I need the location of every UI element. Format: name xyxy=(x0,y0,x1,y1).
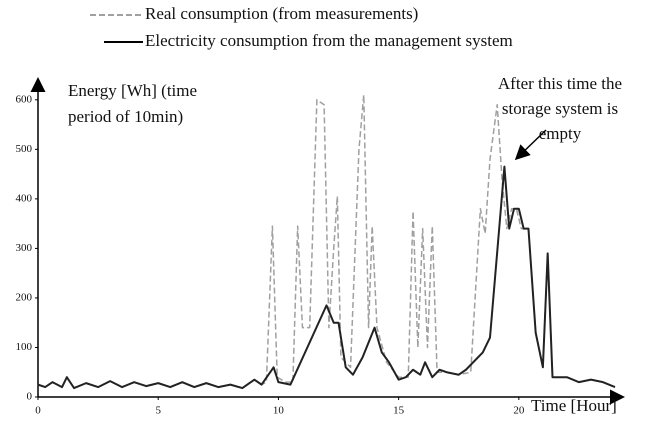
y-axis-label: period of 10min) xyxy=(68,107,183,126)
x-tick-label: 10 xyxy=(273,405,285,417)
y-tick-label: 600 xyxy=(16,93,33,105)
x-axis-label: Time [Hour] xyxy=(531,396,617,415)
x-tick-label: 0 xyxy=(35,405,41,417)
x-tick-label: 15 xyxy=(393,405,405,417)
series-line xyxy=(37,94,616,389)
legend-label: Electricity consumption from the managem… xyxy=(145,31,513,50)
y-tick-label: 100 xyxy=(16,341,33,353)
legend-label: Real consumption (from measurements) xyxy=(145,4,418,23)
y-tick-label: 300 xyxy=(16,242,33,254)
x-tick-label: 20 xyxy=(513,405,525,417)
annotation-arrow xyxy=(514,129,547,161)
y-tick-label: 0 xyxy=(27,391,33,403)
series-line xyxy=(37,165,616,390)
y-tick-label: 500 xyxy=(16,143,33,155)
annotation: storage system is xyxy=(502,99,618,118)
y-axis-label: Energy [Wh] (time xyxy=(68,81,197,100)
y-tick-label: 200 xyxy=(16,291,33,303)
x-tick-label: 5 xyxy=(155,405,161,417)
annotation: After this time the xyxy=(498,74,622,93)
annotation: empty xyxy=(539,124,582,143)
y-tick-label: 400 xyxy=(16,192,33,204)
